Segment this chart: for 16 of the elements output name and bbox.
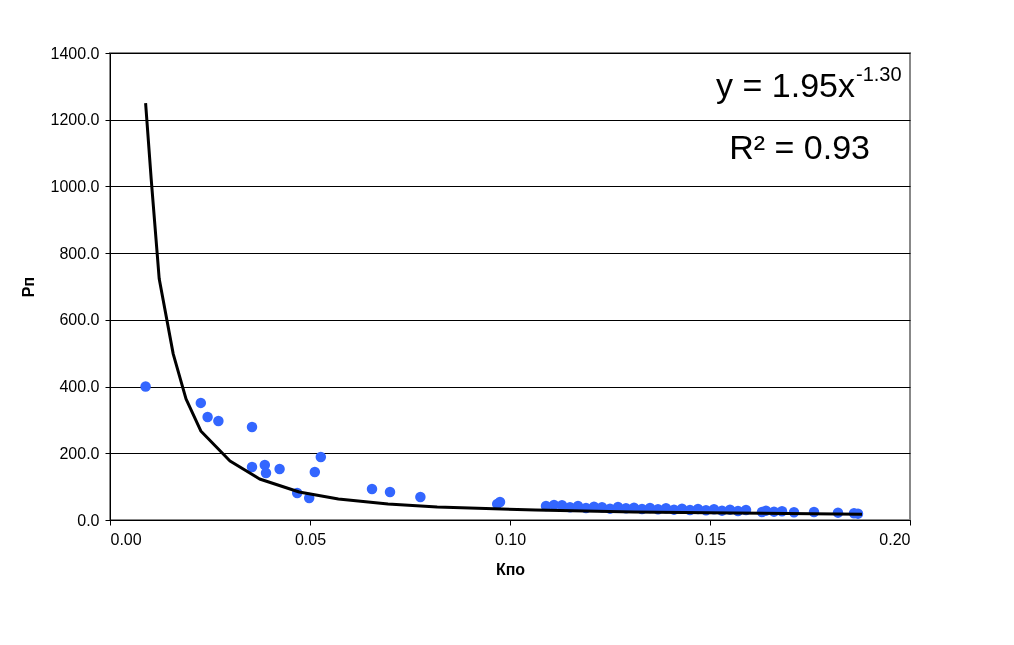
y-tick-label: 1000.0 — [50, 177, 100, 195]
y-tick-label: 400.0 — [59, 378, 100, 396]
y-axis-title: Рп — [19, 276, 37, 298]
x-tick-label: 0.15 — [694, 530, 727, 548]
y-tick-label: 600.0 — [59, 311, 100, 329]
x-tick-label: 0.05 — [294, 530, 327, 548]
annotation: R² = 0.93 — [729, 128, 870, 166]
y-tick-label: 0.0 — [77, 511, 100, 529]
y-tick-label: 800.0 — [59, 244, 100, 262]
y-tick-label: 1200.0 — [50, 111, 100, 129]
x-tick-label: 0.20 — [879, 530, 911, 548]
y-tick-label: 1400.0 — [50, 44, 100, 62]
x-tick-label: 0.00 — [110, 530, 142, 548]
x-axis-title: Кпо — [495, 560, 526, 578]
x-tick-label: 0.10 — [494, 530, 527, 548]
y-tick-label: 200.0 — [59, 444, 100, 462]
